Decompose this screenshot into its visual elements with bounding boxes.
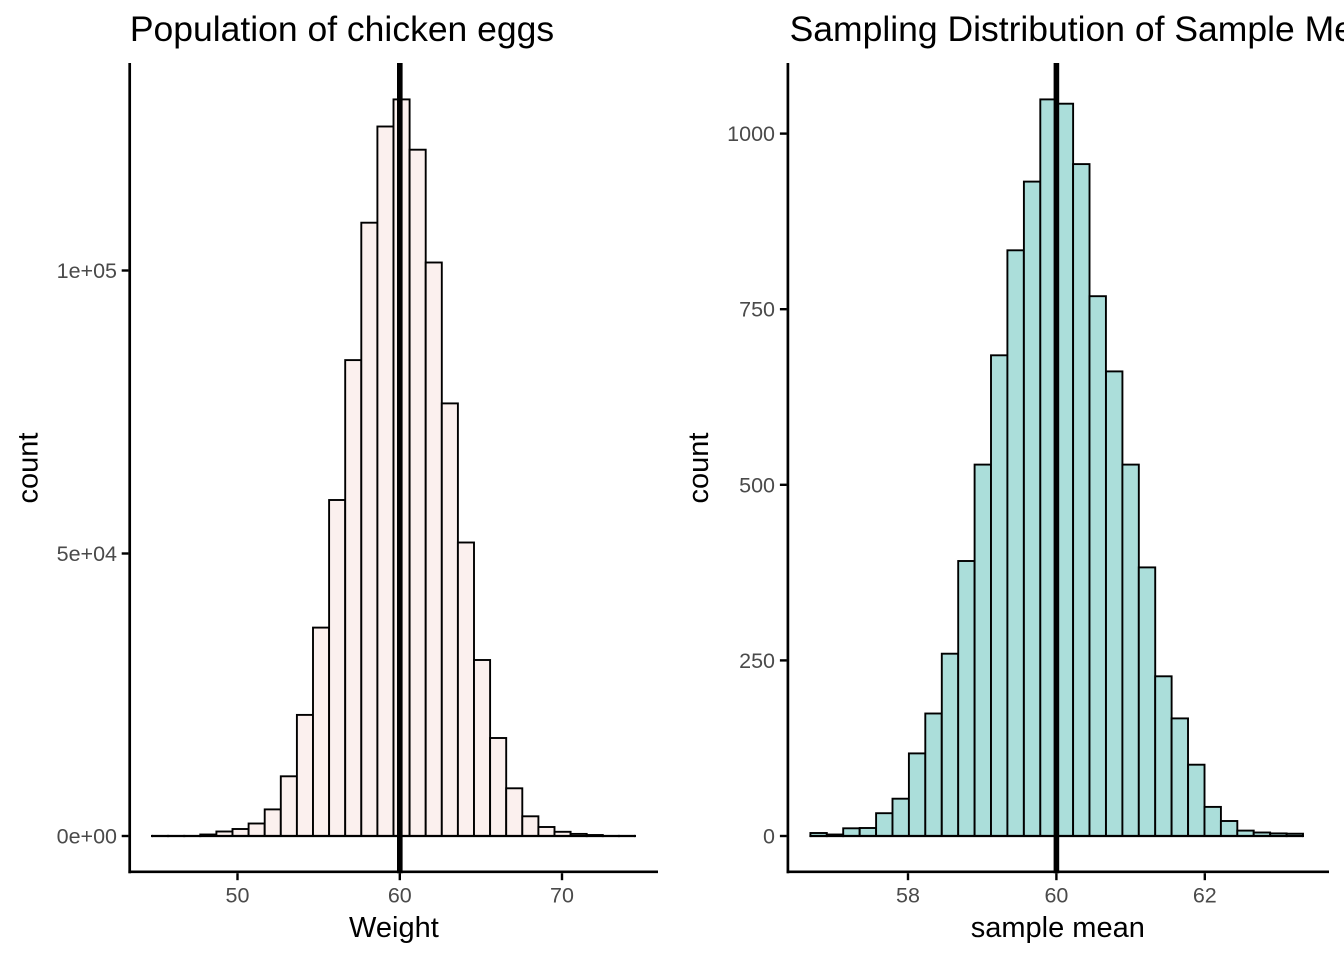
svg-text:0: 0 [763, 825, 775, 849]
svg-text:1000: 1000 [727, 122, 775, 146]
svg-text:0e+00: 0e+00 [57, 825, 117, 849]
svg-text:Population of chicken eggs: Population of chicken eggs [130, 9, 554, 49]
svg-text:Weight: Weight [349, 912, 439, 944]
svg-text:count: count [13, 433, 45, 504]
svg-text:60: 60 [1044, 884, 1068, 908]
svg-text:5e+04: 5e+04 [57, 542, 117, 566]
svg-text:count: count [683, 433, 715, 504]
svg-text:750: 750 [739, 298, 775, 322]
svg-text:500: 500 [739, 473, 775, 497]
svg-text:50: 50 [226, 884, 250, 908]
svg-text:62: 62 [1193, 884, 1217, 908]
svg-text:58: 58 [896, 884, 920, 908]
svg-text:sample mean: sample mean [971, 912, 1145, 944]
svg-text:60: 60 [388, 884, 412, 908]
svg-text:70: 70 [550, 884, 574, 908]
svg-text:250: 250 [739, 649, 775, 673]
svg-text:1e+05: 1e+05 [57, 259, 117, 283]
svg-text:Sampling Distribution of Sampl: Sampling Distribution of Sample Means [790, 9, 1344, 49]
